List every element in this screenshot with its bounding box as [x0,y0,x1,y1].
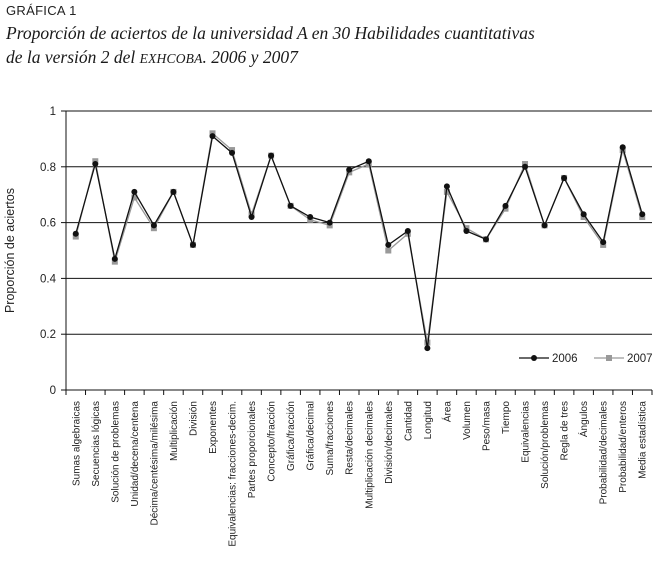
data-point-2006 [639,211,646,218]
x-tick-label: División [188,401,199,436]
gridlines [66,110,652,335]
x-tick-label: Secuencias lógicas [91,401,102,487]
data-point-2006 [482,236,489,243]
data-point-2006 [111,255,118,262]
x-tick-label: Tiempo [501,401,512,434]
figure-title-line-2c: . 2006 y 2007 [202,47,298,67]
x-tick-label: Probabilidad/enteros [618,401,629,493]
x-tick-label: Gráfica/decimal [306,401,317,470]
data-point-2006 [209,133,216,140]
y-axis-title: Proporción de aciertos [3,188,17,313]
data-point-2007 [424,339,431,346]
x-tick-label: Concepto/fracción [267,401,278,482]
data-point-2006 [229,149,236,156]
x-tick-label: Regla de tres [560,401,571,460]
data-point-2006 [268,152,275,159]
x-tick-label: Sumas algebraicas [71,401,82,486]
data-point-2006 [443,183,450,190]
x-tick-label: Décima/centésima/milésima [149,401,160,526]
legend-marker-2007 [606,355,612,361]
x-axis-ticks: Sumas algebraicas Secuencias lógicas Soluc… [65,390,653,547]
data-point-2006 [385,241,392,248]
figure-title-exam-name: EXHCOBA [139,51,203,66]
y-axis-ticks: 0 0.2 0.4 0.6 0.8 1 [40,106,66,397]
y-tick-label: 1 [50,106,56,118]
y-tick-label: 0 [50,385,56,397]
data-point-2006 [287,202,294,209]
x-tick-label: Equivalencias [521,401,532,463]
data-point-2006 [561,174,568,181]
legend-label-2006: 2006 [552,353,578,365]
data-point-2006 [72,230,79,237]
series-group [72,130,646,352]
data-point-2006 [248,214,255,221]
x-tick-label: Ángulos [577,401,590,437]
legend: 2006 2007 [519,353,653,365]
x-tick-label: Peso/masa [481,401,492,451]
legend-marker-2006 [531,355,537,361]
data-point-2006 [404,227,411,234]
x-tick-label: Solución de problemas [110,401,121,503]
x-tick-label: Volumen [462,401,473,440]
x-tick-label: Cantidad [403,401,414,441]
data-point-2006 [580,211,587,218]
figure-title: Proporción de aciertos de la universidad… [6,21,646,71]
x-tick-label: Equivalencias: fracciones-decim. [228,401,239,547]
figure-title-line-1: Proporción de aciertos de la universidad… [6,23,535,43]
data-point-2006 [424,345,431,352]
data-point-2007 [131,194,138,201]
x-tick-label: Media estadística [638,401,649,479]
x-tick-label: Longitud [423,401,434,439]
x-tick-label: Multiplicación decimales [364,401,375,509]
data-point-2006 [502,202,509,209]
data-point-2006 [619,144,626,151]
x-tick-label: Gráfica/fracción [286,401,297,471]
data-point-2006 [346,166,353,173]
y-tick-label: 0.6 [40,218,56,230]
legend-label-2007: 2007 [627,353,653,365]
figure-label: GRÁFICA 1 [6,3,77,18]
x-tick-label: Solución/problemas [540,401,551,489]
data-point-2006 [170,188,177,195]
y-tick-label: 0.4 [40,273,57,285]
data-point-2006 [541,222,548,229]
x-tick-label: Partes proporcionales [247,401,258,498]
data-point-2006 [463,227,470,234]
figure-title-line-2a: de la versión 2 del [6,47,140,67]
data-point-2006 [92,161,99,168]
x-tick-label: Resta/decimales [345,401,356,475]
x-tick-label: Exponentes [208,401,219,454]
x-tick-label: Unidad/decena/centena [130,401,141,507]
data-point-2006 [150,222,157,229]
data-point-2006 [600,239,607,246]
data-point-2006 [522,163,529,170]
y-tick-label: 0.2 [40,329,56,341]
data-point-2007 [385,247,392,254]
data-point-2006 [307,214,314,221]
x-tick-label: Multiplicación [169,401,180,461]
series-line-2006 [75,134,643,349]
x-tick-label: Área [440,401,453,423]
x-tick-label: Suma/fracciones [325,401,336,475]
x-tick-label: Probabilidad/decimales [599,401,610,504]
data-point-2006 [131,188,138,195]
data-point-2007 [443,188,450,195]
axes [65,111,652,391]
data-point-2006 [326,219,333,226]
x-tick-label: División/decimales [384,401,395,484]
y-tick-label: 0.8 [40,162,56,174]
data-point-2006 [189,241,196,248]
data-point-2006 [365,158,372,165]
